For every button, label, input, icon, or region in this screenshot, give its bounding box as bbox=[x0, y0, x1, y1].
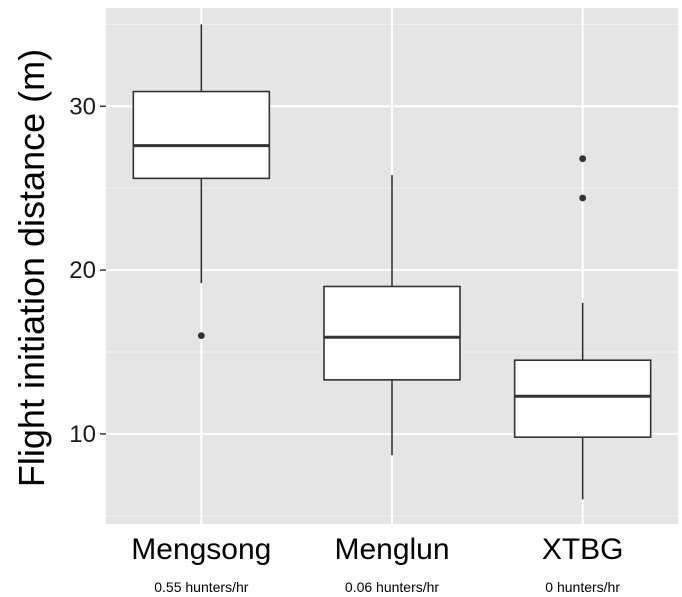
box-xtbg bbox=[513, 155, 652, 500]
x-category-label: Mengsong bbox=[131, 533, 271, 566]
box-iqr bbox=[132, 90, 271, 180]
box-iqr bbox=[513, 359, 652, 438]
y-axis-label: Flight initiation distance (m) bbox=[11, 49, 52, 487]
box-mengsong bbox=[132, 24, 271, 340]
y-tick-label: 20 bbox=[69, 257, 96, 284]
outlier-point bbox=[579, 155, 587, 163]
box-menglun bbox=[323, 175, 461, 456]
x-axis-labels: Mengsong 0.55 hunters/hr Menglun 0.06 hunte… bbox=[131, 533, 623, 595]
outlier-point bbox=[579, 194, 587, 202]
x-category-label: XTBG bbox=[542, 533, 624, 566]
y-axis-ticks: 10 20 30 bbox=[69, 93, 106, 448]
x-category-subtitle: 0.55 hunters/hr bbox=[154, 579, 249, 595]
boxes bbox=[132, 24, 652, 500]
x-category-label: Menglun bbox=[334, 533, 449, 566]
box-iqr bbox=[323, 285, 461, 381]
x-category-subtitle: 0 hunters/hr bbox=[545, 579, 620, 595]
y-tick-label: 10 bbox=[69, 421, 96, 448]
x-category-subtitle: 0.06 hunters/hr bbox=[345, 579, 440, 595]
outlier-point bbox=[197, 332, 205, 340]
y-tick-label: 30 bbox=[69, 93, 96, 120]
